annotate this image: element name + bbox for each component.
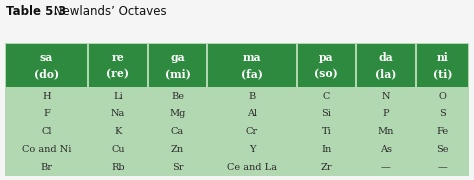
Text: Zr: Zr — [320, 163, 332, 172]
Text: Ca: Ca — [171, 127, 184, 136]
Text: F: F — [43, 109, 50, 118]
Text: Ti: Ti — [321, 127, 331, 136]
Text: In: In — [321, 145, 331, 154]
Text: H: H — [42, 92, 51, 101]
Text: Newlands’ Octaves: Newlands’ Octaves — [50, 5, 166, 18]
Text: Be: Be — [171, 92, 184, 101]
Text: Cl: Cl — [41, 127, 52, 136]
Text: B: B — [248, 92, 255, 101]
Text: O: O — [438, 92, 447, 101]
Text: Cu: Cu — [111, 145, 125, 154]
Text: Al: Al — [247, 109, 257, 118]
Text: (re): (re) — [106, 68, 129, 79]
Text: da: da — [379, 52, 393, 63]
Text: re: re — [111, 52, 124, 63]
Text: ga: ga — [170, 52, 185, 63]
Text: Mg: Mg — [169, 109, 186, 118]
Text: sa: sa — [40, 52, 53, 63]
Text: Rb: Rb — [111, 163, 125, 172]
Text: (ti): (ti) — [433, 68, 452, 79]
Text: Si: Si — [321, 109, 331, 118]
Text: Na: Na — [111, 109, 125, 118]
Text: Se: Se — [436, 145, 449, 154]
Text: (mi): (mi) — [164, 68, 191, 79]
Text: P: P — [383, 109, 389, 118]
Text: Co and Ni: Co and Ni — [22, 145, 71, 154]
Text: Y: Y — [249, 145, 255, 154]
Text: Table 5.3: Table 5.3 — [6, 5, 66, 18]
Text: —: — — [381, 163, 391, 172]
Text: C: C — [323, 92, 330, 101]
Text: Cr: Cr — [246, 127, 258, 136]
Text: pa: pa — [319, 52, 334, 63]
Text: (la): (la) — [375, 68, 397, 79]
Text: Br: Br — [40, 163, 53, 172]
Text: N: N — [382, 92, 390, 101]
Text: Fe: Fe — [437, 127, 448, 136]
Text: Zn: Zn — [171, 145, 184, 154]
Text: ni: ni — [437, 52, 448, 63]
Text: Ce and La: Ce and La — [227, 163, 277, 172]
Text: As: As — [380, 145, 392, 154]
Text: Mn: Mn — [378, 127, 394, 136]
Text: (fa): (fa) — [241, 68, 263, 79]
Text: Li: Li — [113, 92, 123, 101]
Text: S: S — [439, 109, 446, 118]
Text: K: K — [114, 127, 121, 136]
Text: (do): (do) — [34, 68, 59, 79]
Text: ma: ma — [243, 52, 261, 63]
Text: Sr: Sr — [172, 163, 183, 172]
Text: —: — — [438, 163, 447, 172]
Text: (so): (so) — [314, 68, 338, 79]
